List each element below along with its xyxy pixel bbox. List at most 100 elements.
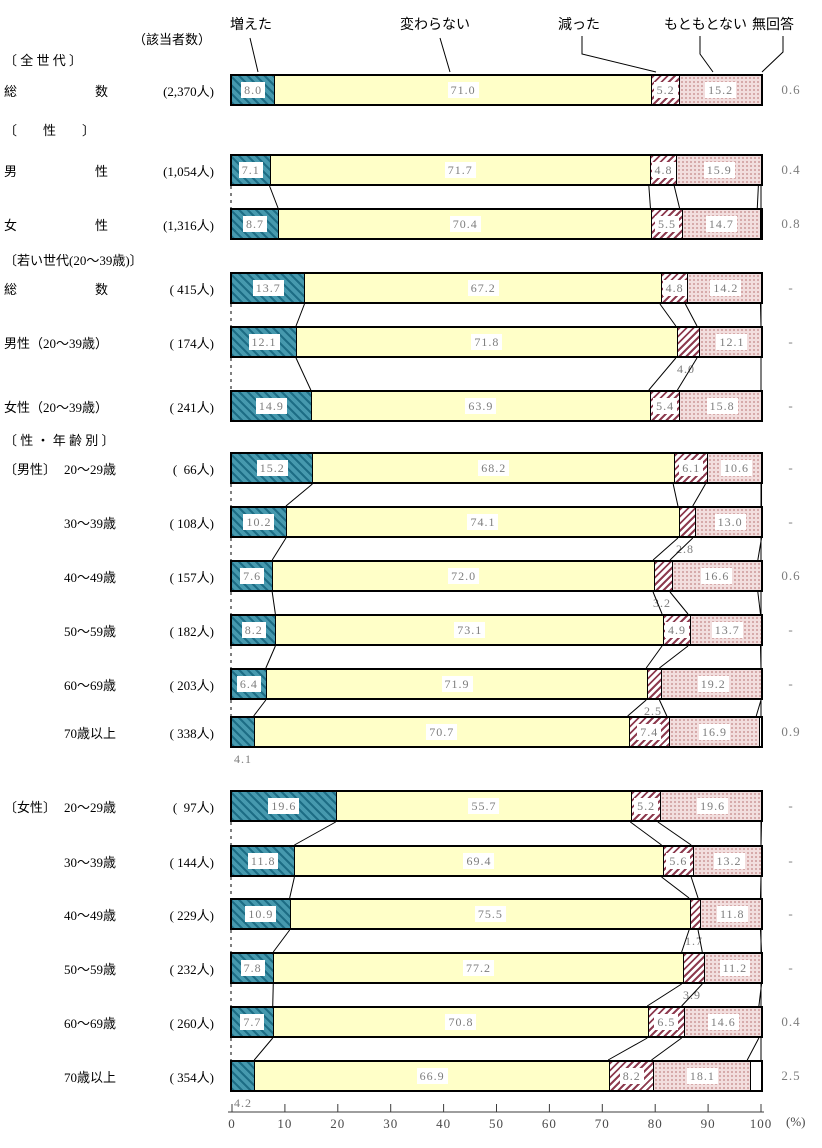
segment-value-label: 16.6 [701,568,733,584]
segment-value-label: 55.7 [468,798,500,814]
segment-value-label: 4.8 [662,280,687,296]
connector-line [756,185,759,209]
row-respondent-count: ( 415人) [169,281,214,297]
row-label-group: 〔男性〕 20～29歳 ( 66人) [4,452,214,484]
bar-segment-unchanged: 75.5 [290,900,692,928]
bar-segment-unchanged: 71.8 [297,328,678,356]
bar-segment-decreased: 5.5 [652,210,683,238]
row-respondent-count: ( 232人) [169,961,214,977]
connector-line [759,303,762,327]
no-answer-value-label: - [788,460,794,475]
row-label-group: 女 性 (1,316人) [4,208,214,240]
connector-line [746,1037,760,1061]
legend-leader-line [249,37,259,73]
segment-value-label: 13.7 [711,622,743,638]
bar-segment-unchanged: 71.0 [275,76,652,104]
no-answer-value-label: - [788,676,794,691]
row-label: 60～69歳 [64,677,117,693]
segment-value-label: 71.7 [444,162,476,178]
bar-segment-increased [232,718,255,746]
section-header-sex-age: 〔 性 ・ 年 齢 別 〕 [4,433,115,448]
segment-value-label: 72.0 [448,568,480,584]
connector-line [294,821,336,846]
segment-value-label: 5.6 [666,853,691,869]
no-answer-value-label: 0.4 [781,162,801,177]
x-axis-tick-label: 0 [228,1116,236,1131]
segment-value-label: 10.9 [245,906,277,922]
bar-segment-never-had: 15.2 [680,76,761,104]
row-label-group: 30～39歳 ( 144人) [4,845,214,877]
row-label: 男 性 [4,163,109,179]
x-axis-tick-label: 20 [330,1116,346,1131]
bar-segment-decreased [679,508,696,536]
row-respondent-count: ( 241人) [169,399,214,415]
row-respondent-count: (1,316人) [163,217,214,233]
row-respondent-count: ( 354人) [169,1069,214,1085]
segment-value-label: 13.0 [714,514,746,530]
section-header-sex: 〔 性 〕 [4,123,96,138]
row-label: 50～59歳 [64,961,117,977]
row-label: 40～49歳 [64,569,117,585]
row-label-group: 総 数 ( 415人) [4,272,214,304]
segment-value-label: 10.2 [243,514,275,530]
connector-line [271,591,276,615]
connector-line [272,983,274,1007]
row-label: 70歳以上 [64,725,117,741]
segment-value-label: 8.0 [241,82,266,98]
no-answer-value-label: - [788,280,794,295]
stacked-bar: 13.7 67.2 4.8 14.2 [230,272,763,304]
segment-value-label: 15.9 [703,162,735,178]
respondent-count-note: （該当者数） [133,32,212,47]
row-respondent-count: ( 66人) [172,461,214,477]
row-label-group: 30～39歳 ( 108人) [4,506,214,538]
x-axis-tick-label: 80 [647,1116,663,1131]
segment-value-label: 71.8 [471,334,503,350]
bar-segment-unchanged: 69.4 [295,847,664,875]
connector-line [271,537,287,561]
connector-line [758,983,763,1007]
bar-segment-decreased: 4.8 [650,156,678,184]
bar-segment-never-had: 14.6 [684,1008,761,1036]
bar-segment-no-answer [751,1062,761,1090]
segment-value-label: 67.2 [467,280,499,296]
bar-segment-increased: 7.7 [232,1008,274,1036]
segment-value-label: 4.8 [651,162,676,178]
group-prefix-label: 〔女性〕 [4,799,57,815]
bar-segment-never-had: 14.2 [688,274,761,302]
connector-line [759,645,762,669]
no-answer-value-label: 0.6 [781,82,801,97]
segment-value-label: 70.4 [449,216,481,232]
stacked-bar: 7.6 72.0 16.6 [230,560,763,592]
bar-segment-never-had: 10.6 [708,454,761,482]
no-answer-value-label: - [788,334,794,349]
segment-value-label: 7.8 [240,960,265,976]
row-label: 70歳以上 [64,1069,117,1085]
bar-segment-decreased: 4.8 [661,274,689,302]
bar-segment-decreased [683,954,706,982]
stacked-bar: 8.7 70.4 5.5 14.7 [230,208,763,240]
bar-segment-increased: 15.2 [232,454,314,482]
bar-segment-no-answer [762,156,763,184]
bar-segment-increased: 8.0 [232,76,276,104]
bar-segment-increased [232,1062,256,1090]
x-axis-unit: (%) [786,1114,806,1129]
row-respondent-count: ( 144人) [169,854,214,870]
row-label-group: 60～69歳 ( 203人) [4,668,214,700]
segment-value-label: 11.8 [716,906,748,922]
bar-segment-increased: 7.8 [232,954,275,982]
connector-line [289,876,295,899]
x-axis-tick-label: 30 [383,1116,399,1131]
x-axis-tick-label: 70 [594,1116,610,1131]
segment-value-label: 71.0 [447,82,479,98]
connector-line [690,876,699,899]
connector-line [651,1037,682,1061]
connector-line [295,357,312,391]
connector-line [684,303,698,327]
segment-value-label: 14.6 [707,1014,739,1030]
x-axis-tick-label: 90 [700,1116,716,1131]
bar-segment-increased: 10.9 [232,900,291,928]
segment-value-label: 8.2 [619,1068,644,1084]
connector-line [285,483,313,507]
bar-segment-never-had: 12.1 [699,328,761,356]
x-axis-tick-label: 40 [436,1116,452,1131]
